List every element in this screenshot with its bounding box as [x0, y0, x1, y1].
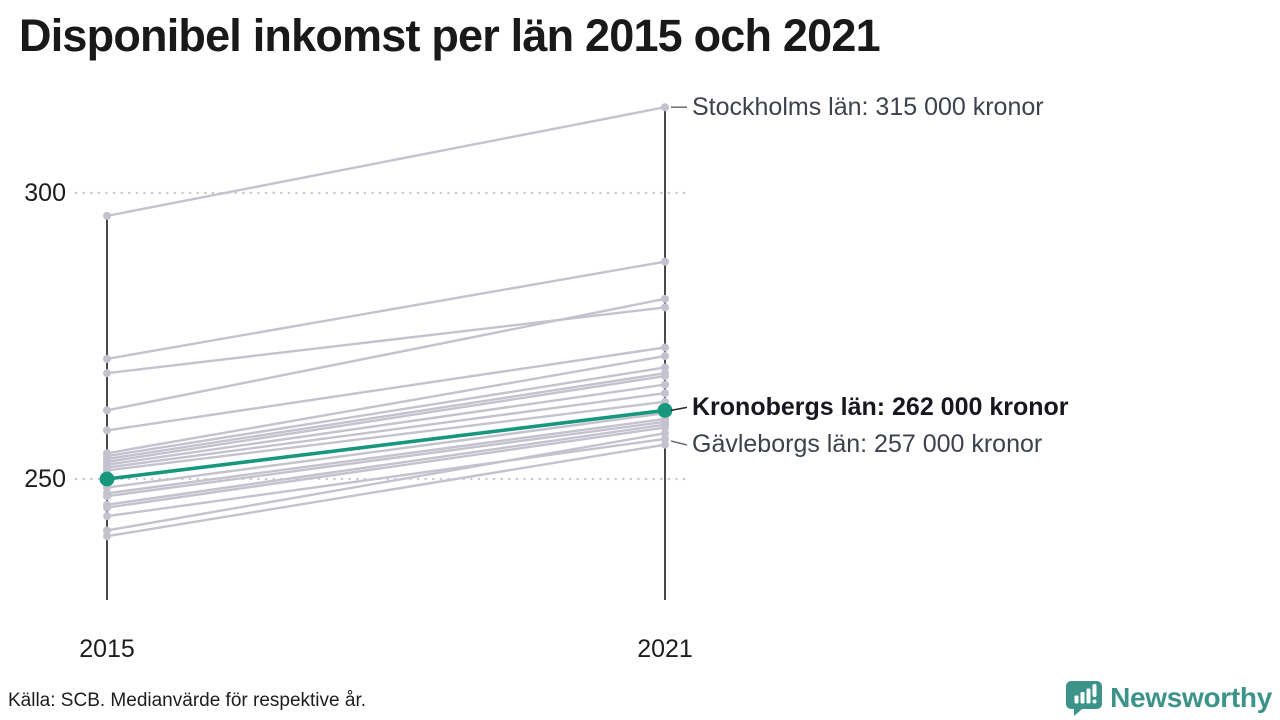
newsworthy-speech-bubble-barchart-icon	[1066, 679, 1103, 717]
chart-title: Disponibel inkomst per län 2015 och 2021	[19, 10, 881, 61]
x-axis-tick-2015: 2015	[79, 635, 135, 663]
annotation-kronobergs-lan: Kronobergs län: 262 000 kronor	[692, 393, 1069, 421]
brand-wordmark: Newsworthy	[1110, 682, 1272, 713]
y-axis-tick-250: 250	[24, 465, 66, 493]
annotation-gavleborgs-lan: Gävleborgs län: 257 000 kronor	[692, 430, 1043, 458]
y-axis-tick-300: 300	[24, 179, 66, 207]
x-axis-tick-2021: 2021	[637, 635, 693, 663]
source-note: Källa: SCB. Medianvärde för respektive å…	[8, 690, 367, 711]
brand-logo: Newsworthy	[1066, 679, 1272, 717]
annotation-stockholms-lan: Stockholms län: 315 000 kronor	[692, 93, 1044, 121]
